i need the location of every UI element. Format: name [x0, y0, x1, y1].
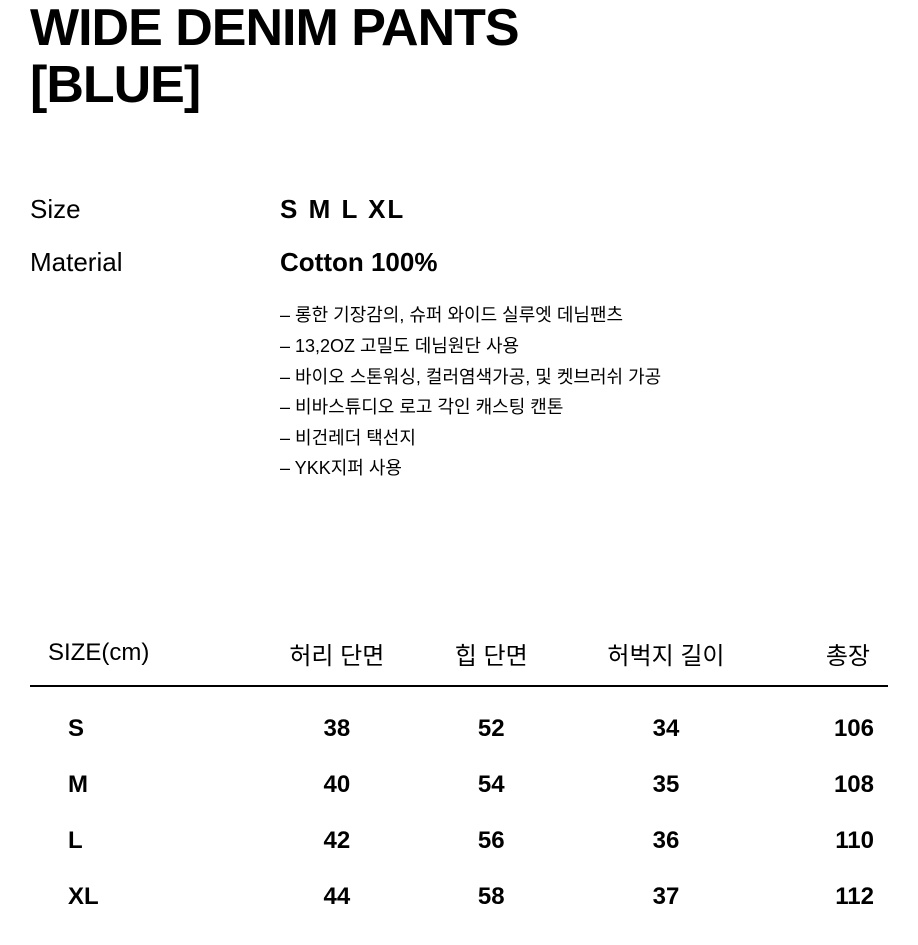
cell: 54 [424, 757, 558, 813]
col-thigh: 허벅지 길이 [558, 624, 773, 686]
cell: 40 [249, 757, 424, 813]
cell: 112 [774, 869, 888, 925]
info-row-material: Material Cotton 100% [30, 247, 888, 278]
cell: 42 [249, 813, 424, 869]
cell: 44 [249, 869, 424, 925]
cell: 34 [558, 686, 773, 757]
title-line2: [BLUE] [30, 56, 200, 114]
cell: 106 [774, 686, 888, 757]
detail-line: – 비건레더 택선지 [280, 423, 888, 454]
table-row: S 38 52 34 106 [30, 686, 888, 757]
cell: XL [30, 869, 249, 925]
product-title: WIDE DENIM PANTS [BLUE] [30, 0, 888, 114]
cell: 36 [558, 813, 773, 869]
col-waist: 허리 단면 [249, 624, 424, 686]
cell: 56 [424, 813, 558, 869]
product-details: – 롱한 기장감의, 슈퍼 와이드 실루엣 데님팬츠 – 13,2OZ 고밀도 … [280, 300, 888, 484]
cell: 108 [774, 757, 888, 813]
col-size: SIZE(cm) [30, 624, 249, 686]
info-row-size: Size S M L XL [30, 194, 888, 225]
cell: 35 [558, 757, 773, 813]
detail-line: – 롱한 기장감의, 슈퍼 와이드 실루엣 데님팬츠 [280, 300, 888, 331]
cell: S [30, 686, 249, 757]
cell: 52 [424, 686, 558, 757]
detail-line: – 바이오 스톤워싱, 컬러염색가공, 및 켓브러쉬 가공 [280, 362, 888, 393]
col-hip: 힙 단면 [424, 624, 558, 686]
table-row: XL 44 58 37 112 [30, 869, 888, 925]
cell: 58 [424, 869, 558, 925]
detail-line: – 13,2OZ 고밀도 데님원단 사용 [280, 331, 888, 362]
size-label: Size [30, 194, 280, 225]
detail-line: – YKK지퍼 사용 [280, 453, 888, 484]
title-line1: WIDE DENIM PANTS [30, 0, 519, 57]
cell: 110 [774, 813, 888, 869]
table-row: L 42 56 36 110 [30, 813, 888, 869]
size-value: S M L XL [280, 194, 405, 225]
cell: 38 [249, 686, 424, 757]
table-row: M 40 54 35 108 [30, 757, 888, 813]
cell: L [30, 813, 249, 869]
cell: 37 [558, 869, 773, 925]
size-table: SIZE(cm) 허리 단면 힙 단면 허벅지 길이 총장 S 38 52 34… [30, 624, 888, 925]
material-label: Material [30, 247, 280, 278]
detail-line: – 비바스튜디오 로고 각인 캐스팅 캔톤 [280, 392, 888, 423]
table-header-row: SIZE(cm) 허리 단면 힙 단면 허벅지 길이 총장 [30, 624, 888, 686]
cell: M [30, 757, 249, 813]
col-length: 총장 [774, 624, 888, 686]
material-value: Cotton 100% [280, 247, 437, 278]
